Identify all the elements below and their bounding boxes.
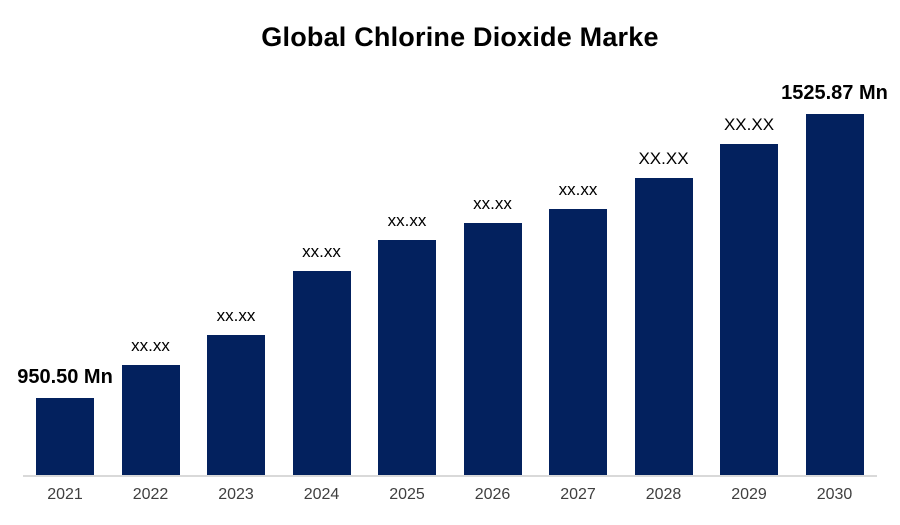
x-tick-2026: 2026 xyxy=(474,486,511,503)
x-tick-2027: 2027 xyxy=(560,486,596,503)
value-label-2028: XX.XX xyxy=(638,149,689,168)
bar-2028 xyxy=(634,178,693,475)
chart-title: Global Chlorine Dioxide Marke xyxy=(261,22,659,52)
bar-2021 xyxy=(36,398,94,475)
value-label-2021: 950.50 Mn xyxy=(17,366,113,388)
x-tick-2023: 2023 xyxy=(218,486,254,503)
x-tick-2030: 2030 xyxy=(816,486,853,503)
value-label-2030: 1525.87 Mn xyxy=(781,82,888,104)
bar-2023 xyxy=(207,335,265,475)
x-tick-2025: 2025 xyxy=(389,486,425,503)
value-label-2025: xx.xx xyxy=(387,211,427,230)
x-tick-2024: 2024 xyxy=(303,486,340,503)
bar-2025 xyxy=(378,240,436,475)
bar-2024 xyxy=(292,271,351,475)
x-axis-line xyxy=(23,475,877,477)
x-tick-2021: 2021 xyxy=(47,486,83,503)
x-tick-2022: 2022 xyxy=(132,486,169,503)
bar-2030 xyxy=(805,114,864,475)
value-label-2027: xx.xx xyxy=(558,180,598,199)
bar-2027 xyxy=(549,209,607,475)
value-label-2026: xx.xx xyxy=(473,194,512,213)
value-label-2022: xx.xx xyxy=(131,336,170,355)
bar-2026 xyxy=(463,223,522,475)
bar-2022 xyxy=(121,365,180,475)
value-label-2023: xx.xx xyxy=(216,306,256,325)
x-tick-2028: 2028 xyxy=(645,486,682,503)
value-label-2024: xx.xx xyxy=(302,242,341,261)
value-label-2029: XX.XX xyxy=(723,115,775,134)
x-tick-2029: 2029 xyxy=(731,486,767,503)
bar-2029 xyxy=(720,144,778,475)
